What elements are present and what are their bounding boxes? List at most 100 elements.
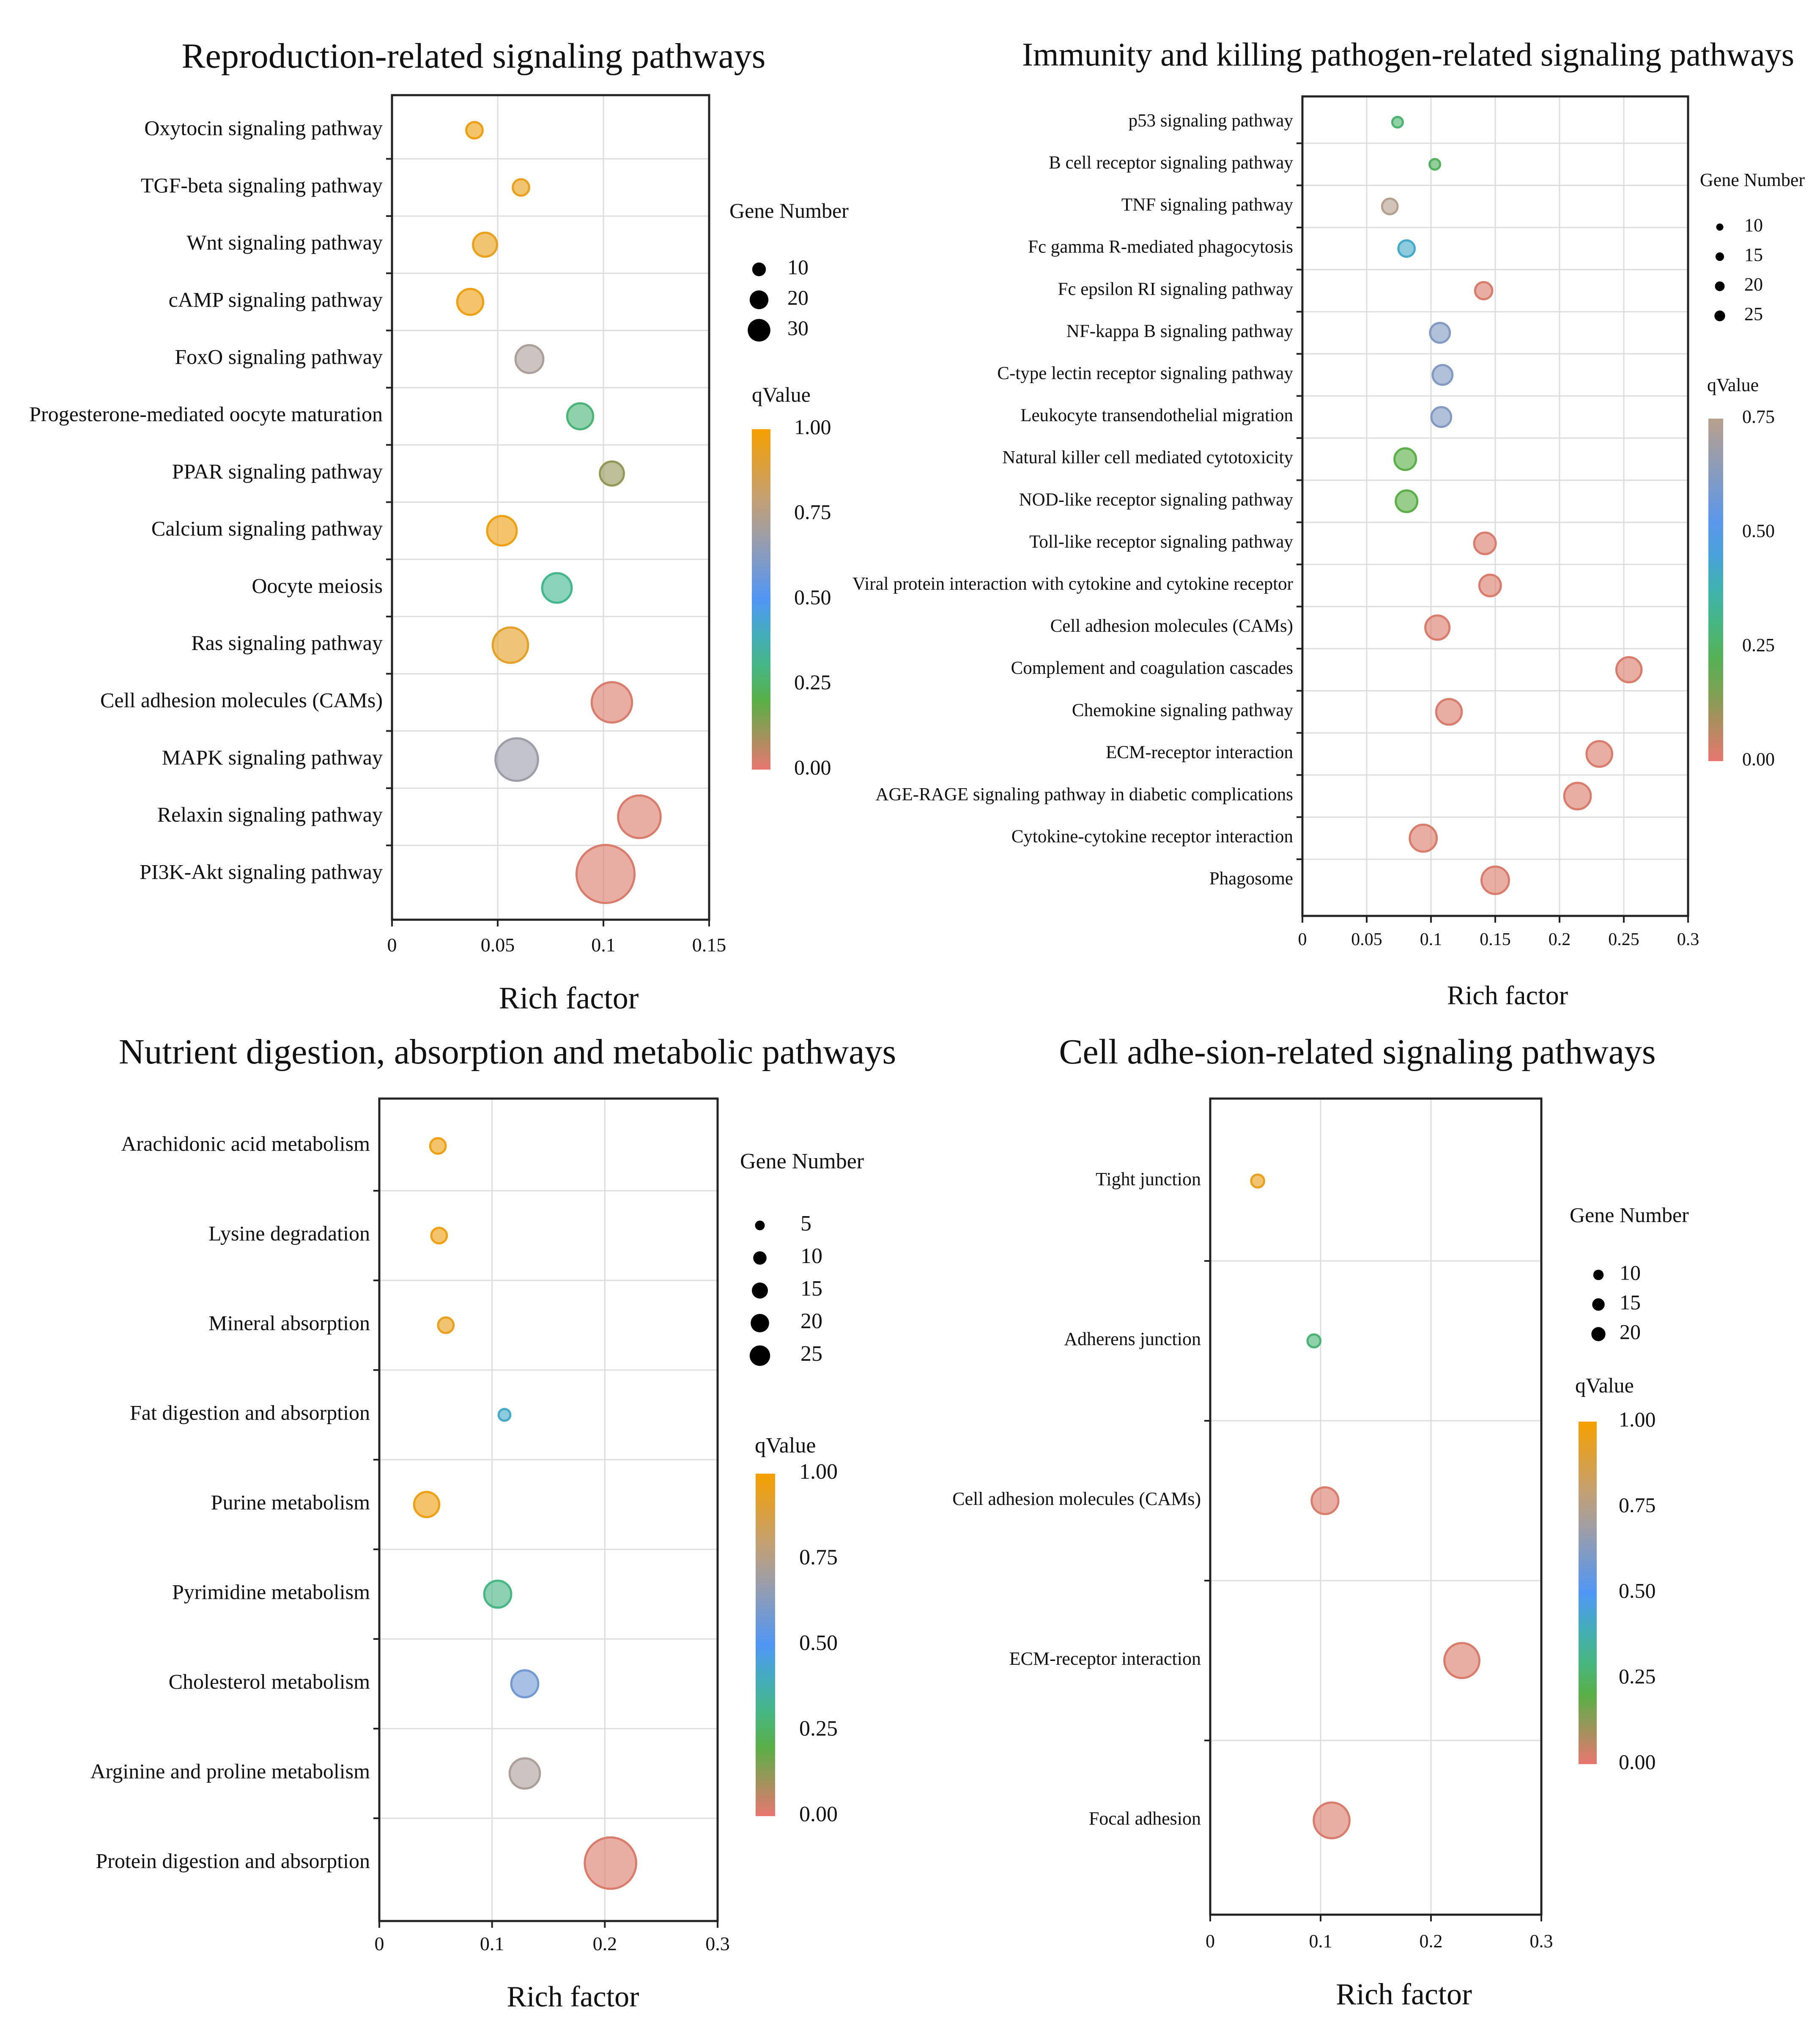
color-legend-label: 0.50 [799, 1631, 838, 1655]
x-tick-label: 0.2 [1549, 930, 1571, 949]
color-legend-label: 0.75 [794, 500, 831, 524]
color-legend-label: 0.00 [1619, 1750, 1656, 1773]
x-tick-label: 0 [387, 934, 397, 956]
y-category-label: Ras signaling pathway [191, 631, 383, 655]
x-axis-label: Rich factor [1447, 980, 1568, 1010]
bubble-cell-adhesion-molecules-cams [1310, 1486, 1340, 1516]
color-legend-label: 0.00 [794, 755, 831, 779]
y-category-label: Relaxin signaling pathway [157, 803, 383, 826]
bubble-age-rage-signaling-pathway-in-diabetic-complications [1563, 781, 1592, 811]
x-tick-label: 0.2 [593, 1933, 617, 1954]
bubble-b-cell-receptor-signaling-pathway [1428, 158, 1442, 171]
size-legend-label: 25 [800, 1342, 822, 1366]
bubble-complement-and-coagulation-cascades [1615, 656, 1643, 684]
bubble-ras-signaling-pathway [491, 626, 529, 664]
bubble-protein-digestion-and-absorption [584, 1836, 637, 1890]
bubble-ecm-receptor-interaction [1443, 1642, 1480, 1679]
chart-title: Cell adhe-sion-related signaling pathway… [1059, 1032, 1656, 1072]
y-category-label: ECM-receptor interaction [1009, 1648, 1201, 1669]
y-category-label: FoxO signaling pathway [175, 345, 383, 369]
bubble-adherens-junction [1306, 1333, 1322, 1348]
color-legend-label: 0.75 [799, 1545, 838, 1569]
size-legend-label: 20 [1620, 1320, 1641, 1343]
x-tick-label: 0.1 [480, 1933, 504, 1954]
plot-frame [378, 1097, 719, 1922]
color-legend-label: 0.50 [794, 585, 831, 609]
y-category-label: B cell receptor signaling pathway [1049, 153, 1293, 173]
color-legend-label: 0.75 [1742, 406, 1775, 427]
bubble-foxo-signaling-pathway [514, 344, 545, 374]
size-legend-label: 15 [800, 1277, 822, 1301]
y-category-label: Natural killer cell mediated cytotoxicit… [1002, 448, 1293, 468]
size-legend-title: Gene Number [1700, 170, 1805, 190]
y-category-label: NOD-like receptor signaling pathway [1019, 490, 1294, 510]
size-legend-dot [749, 1345, 770, 1366]
size-legend-label: 15 [1744, 244, 1763, 265]
color-legend-label: 0.25 [1619, 1664, 1656, 1688]
bubble-purine-metabolism [413, 1491, 441, 1518]
y-category-label: p53 signaling pathway [1129, 111, 1294, 131]
bubble-camp-signaling-pathway [456, 288, 485, 316]
y-category-label: Cell adhesion molecules (CAMs) [1050, 616, 1293, 636]
x-tick-label: 0.3 [705, 1933, 730, 1954]
color-legend-title: qValue [1707, 375, 1759, 395]
bubble-arginine-and-proline-metabolism [508, 1757, 541, 1790]
bubble-fc-epsilon-ri-signaling-pathway [1474, 281, 1494, 301]
color-legend-title: qValue [755, 1433, 816, 1458]
bubble-arachidonic-acid-metabolism [429, 1137, 447, 1155]
y-category-label: Cell adhesion molecules (CAMs) [952, 1488, 1201, 1509]
y-category-label: Cholesterol metabolism [169, 1669, 370, 1693]
chart-panel-2: Immunity and killing pathogen-related si… [852, 36, 1805, 1010]
bubble-focal-adhesion [1313, 1801, 1351, 1839]
x-tick-label: 0.05 [1351, 930, 1382, 949]
bubble-ecm-receptor-interaction [1585, 740, 1614, 768]
bubble-wnt-signaling-pathway [472, 231, 498, 258]
y-category-label: Progesterone-mediated oocyte maturation [29, 402, 383, 426]
size-legend-title: Gene Number [740, 1149, 864, 1173]
color-legend-label: 0.50 [1619, 1579, 1656, 1602]
y-category-label: Oocyte meiosis [252, 574, 383, 597]
y-category-label: TNF signaling pathway [1121, 195, 1294, 215]
x-tick-label: 0.15 [692, 934, 726, 956]
chart-title: Nutrient digestion, absorption and metab… [119, 1032, 896, 1072]
bubble-nf-kappa-b-signaling-pathway [1429, 322, 1451, 344]
y-category-label: Protein digestion and absorption [96, 1849, 370, 1872]
bubble-viral-protein-interaction-with-cytokine-and-cytokine-receptor [1478, 573, 1502, 597]
y-category-label: Arginine and proline metabolism [90, 1759, 370, 1783]
bubble-cell-adhesion-molecules-cams [1424, 614, 1451, 641]
x-tick-label: 0 [1206, 1931, 1215, 1951]
x-tick-label: 0 [375, 1933, 384, 1954]
size-legend-dot [752, 1283, 768, 1299]
size-legend-label: 10 [787, 255, 809, 279]
x-tick-label: 0.05 [481, 934, 515, 956]
size-legend-dot [1714, 310, 1725, 321]
color-legend-label: 1.00 [794, 415, 831, 438]
size-legend-dot [1593, 1269, 1604, 1280]
y-category-label: AGE-RAGE signaling pathway in diabetic c… [875, 784, 1293, 804]
bubble-tnf-signaling-pathway [1381, 197, 1399, 216]
size-legend-dot [751, 1314, 769, 1332]
bubble-tgf-beta-signaling-pathway [512, 178, 530, 197]
x-tick-label: 0.3 [1677, 930, 1699, 949]
bubble-tight-junction [1250, 1173, 1266, 1189]
x-axis-label: Rich factor [1336, 1977, 1472, 2011]
chart-panel-4: Cell adhe-sion-related signaling pathway… [952, 1032, 1689, 2011]
size-legend-label: 10 [1620, 1261, 1641, 1284]
bubble-calcium-signaling-pathway [486, 515, 518, 547]
x-tick-label: 0.25 [1608, 930, 1639, 949]
x-axis-label: Rich factor [507, 1981, 639, 2013]
x-tick-label: 0.2 [1420, 1931, 1443, 1951]
x-tick-label: 0.15 [1480, 930, 1511, 949]
size-legend-label: 20 [787, 285, 809, 309]
bubble-leukocyte-transendothelial-migration [1430, 406, 1453, 428]
size-legend-dot [1592, 1298, 1605, 1311]
color-legend-bar [1708, 419, 1723, 761]
bubble-oxytocin-signaling-pathway [465, 121, 484, 140]
y-category-label: Adherens junction [1064, 1329, 1201, 1349]
bubble-mineral-absorption [437, 1316, 455, 1334]
y-category-label: Viral protein interaction with cytokine … [852, 574, 1293, 594]
x-tick-label: 0.1 [1420, 930, 1442, 949]
y-category-label: Purine metabolism [211, 1490, 370, 1514]
size-legend-dot [749, 290, 769, 310]
